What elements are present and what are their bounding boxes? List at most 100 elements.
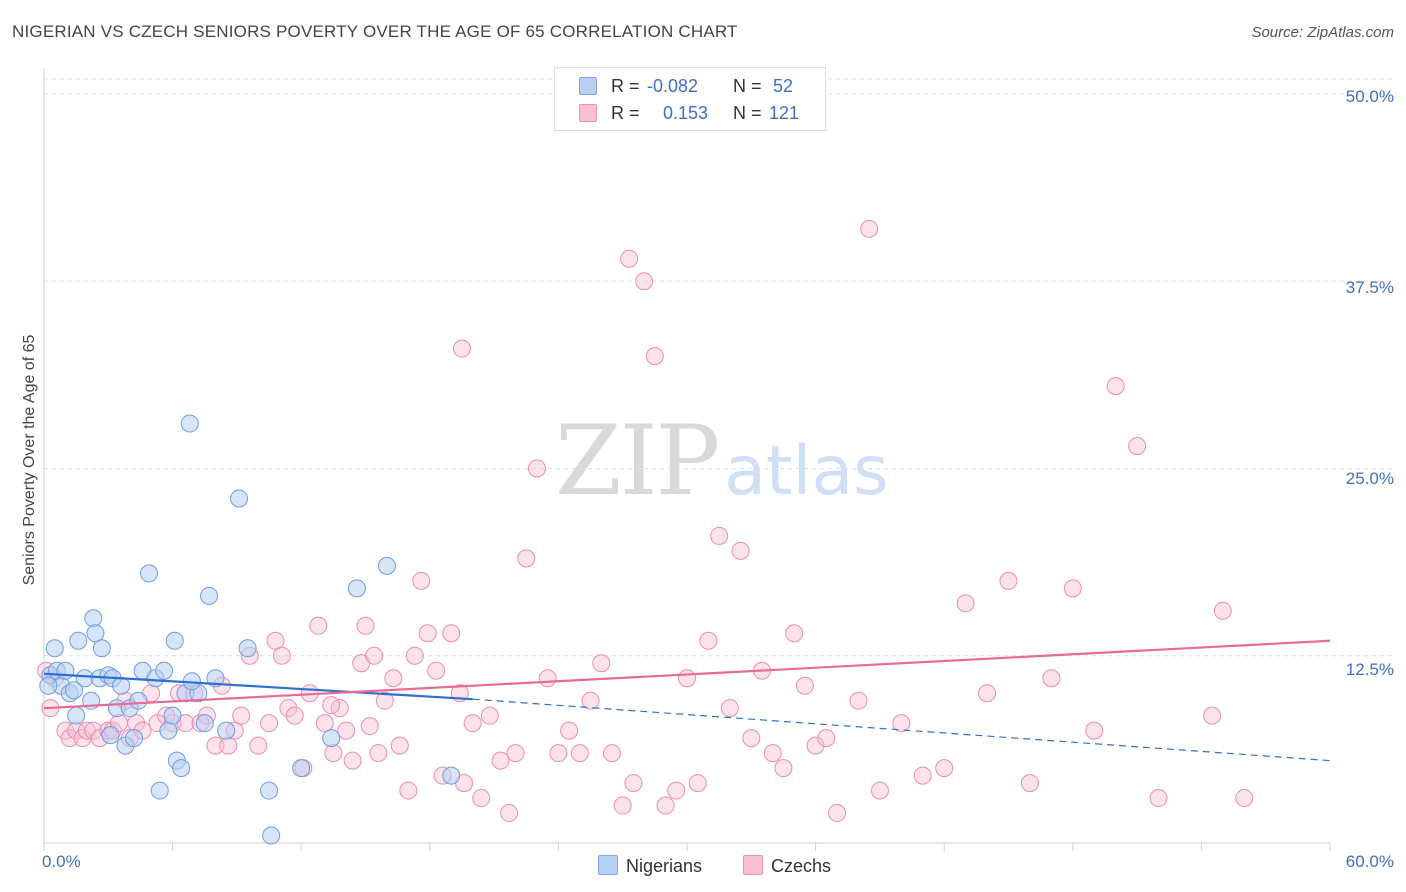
czech-point [570, 744, 589, 763]
czech-point [463, 714, 482, 733]
nigerian-point [217, 721, 236, 740]
czech-point [678, 669, 696, 688]
nigerian-point [65, 681, 84, 700]
czech-point [418, 624, 437, 643]
czech-point [232, 706, 251, 725]
nigerian-point [165, 631, 184, 650]
czechs-swatch [579, 104, 597, 122]
czech-point [581, 691, 600, 710]
nigerian-point [230, 489, 249, 508]
czech-point [667, 781, 686, 800]
nigerian-point [159, 721, 178, 740]
czech-point [560, 721, 579, 740]
czech-point [763, 744, 782, 763]
czech-point [260, 714, 279, 733]
czech-point [506, 744, 525, 763]
nigerian-point [84, 609, 103, 628]
czech-point [956, 594, 975, 613]
legend-item-nigerians[interactable]: Nigerians [598, 852, 702, 877]
czech-point [322, 696, 341, 715]
czech-point [427, 661, 446, 680]
nigerian-point [155, 661, 174, 680]
czech-point [1149, 789, 1168, 808]
czech-point [249, 736, 268, 755]
czech-point [500, 804, 519, 823]
czech-point [620, 249, 639, 268]
czech-point [849, 691, 868, 710]
czech-point [645, 347, 664, 366]
legend-item-czechs[interactable]: Czechs [743, 852, 831, 877]
watermark-zip: ZIP [555, 405, 720, 517]
chart-title: NIGERIAN VS CZECH SENIORS POVERTY OVER T… [12, 22, 738, 41]
nigerian-point [92, 639, 111, 658]
czech-point [806, 736, 825, 755]
x-tick-label-max: 60.0% [1345, 852, 1394, 871]
czech-point [913, 766, 932, 785]
czech-point [279, 699, 298, 718]
czech-point [978, 684, 997, 703]
nigerians-swatch [579, 77, 597, 95]
czech-point [375, 691, 394, 710]
r-label: R = [611, 76, 640, 96]
watermark: ZIPatlas [555, 405, 889, 517]
czech-point [480, 706, 499, 725]
czech-point [688, 774, 707, 793]
nigerian-point [195, 714, 214, 733]
czech-point [219, 736, 238, 755]
nigerian-point [292, 759, 311, 778]
czech-point [870, 781, 889, 800]
czech-point [999, 571, 1018, 590]
czech-point [472, 789, 491, 808]
czech-point [1128, 437, 1147, 456]
czech-point [384, 669, 403, 688]
czech-point [527, 459, 546, 478]
legend-label-nigerians: Nigerians [626, 856, 703, 876]
y-tick-label: 12.5% [1345, 660, 1394, 679]
czech-point [452, 339, 471, 358]
czech-point [337, 721, 356, 740]
czech-point [324, 744, 343, 763]
stats-row-nigerians: R = -0.082 N = 52 [555, 74, 825, 98]
czech-point [266, 631, 285, 650]
nigerian-point [101, 726, 120, 745]
nigerian-point [129, 691, 148, 710]
czech-point [549, 744, 568, 763]
watermark-atlas: atlas [724, 432, 889, 511]
czech-point [285, 706, 304, 725]
czech-point [795, 676, 814, 695]
nigerian-point [125, 729, 144, 748]
nigerian-point [39, 676, 58, 695]
y-tick-label: 25.0% [1345, 469, 1394, 488]
czech-point [1042, 669, 1061, 688]
czech-point [731, 541, 750, 560]
czechs-trend-line [43, 639, 1331, 710]
n-label: N = [733, 76, 762, 96]
czech-point [935, 759, 954, 778]
r-label: R = [611, 103, 640, 123]
nigerian-point [238, 639, 257, 658]
czech-point [365, 646, 384, 665]
nigerian-point [163, 706, 182, 725]
czech-point [635, 272, 654, 291]
czech-point [710, 526, 729, 545]
czech-point [1085, 721, 1104, 740]
y-tick-label: 50.0% [1345, 87, 1394, 106]
nigerian-point [377, 556, 396, 575]
czech-point [860, 219, 879, 238]
czech-point [602, 744, 621, 763]
czech-point [84, 721, 103, 740]
czech-point [699, 631, 718, 650]
correlation-stats-box: R = -0.082 N = 52 R = 0.153 N = 121 [554, 67, 826, 131]
czech-point [538, 669, 557, 688]
czech-point [272, 646, 291, 665]
czech-point [1203, 706, 1222, 725]
nigerian-point [442, 766, 461, 785]
czech-point [356, 616, 375, 635]
czech-point [720, 699, 739, 718]
n-label: N = [733, 103, 762, 123]
r-value: -0.082 [647, 76, 699, 96]
czech-point [1213, 601, 1232, 620]
nigerian-point [262, 826, 281, 845]
czech-point [774, 759, 793, 778]
czech-point [442, 624, 461, 643]
